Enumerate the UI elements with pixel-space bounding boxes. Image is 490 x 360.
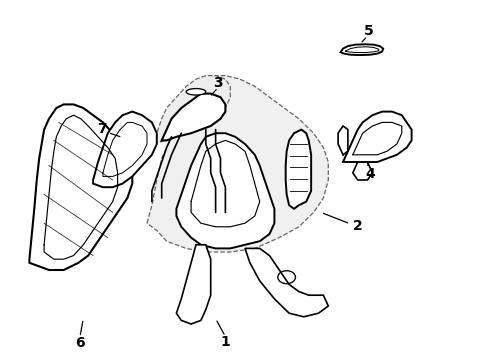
Polygon shape [341,44,383,55]
Polygon shape [152,76,230,144]
Text: 4: 4 [365,167,375,180]
Text: 6: 6 [75,336,85,350]
Polygon shape [29,104,132,270]
Text: 2: 2 [353,219,363,233]
Polygon shape [343,112,412,162]
Text: 1: 1 [220,335,230,349]
Polygon shape [286,130,311,209]
Polygon shape [245,248,328,317]
Polygon shape [162,94,225,140]
Polygon shape [176,245,211,324]
Text: 5: 5 [364,24,373,37]
Text: 7: 7 [97,122,107,136]
Polygon shape [147,76,328,252]
Text: 3: 3 [213,76,223,90]
Polygon shape [176,133,274,248]
Ellipse shape [186,89,206,95]
Polygon shape [93,112,157,187]
